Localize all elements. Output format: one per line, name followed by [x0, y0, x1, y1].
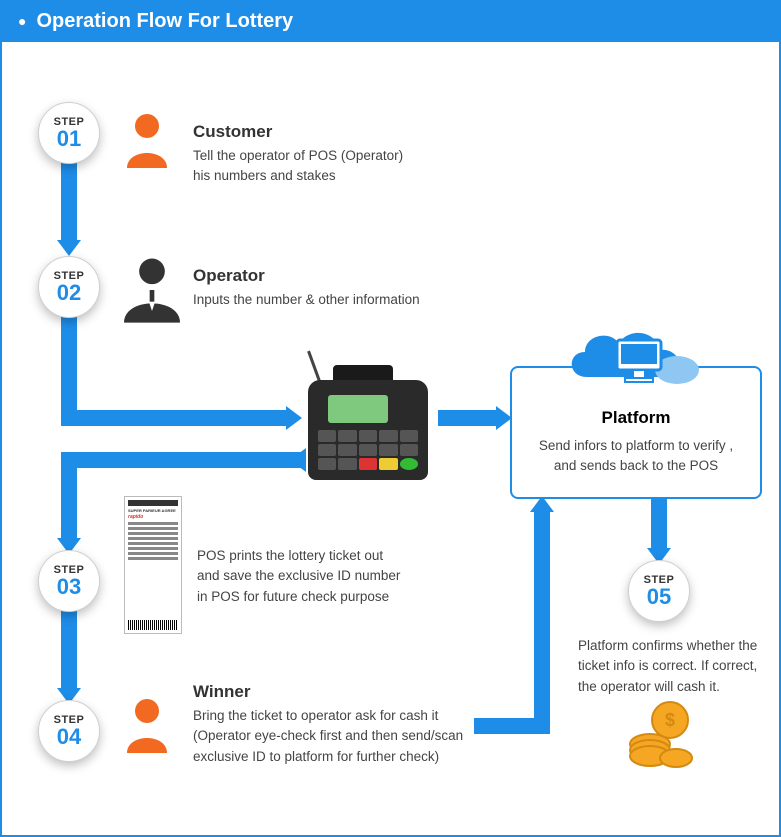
step5-block: Platform confirms whether the ticket inf… — [578, 636, 778, 697]
step-number: 05 — [647, 586, 671, 608]
step-number: 03 — [57, 576, 81, 598]
operator-title: Operator — [193, 266, 420, 286]
ticket-header: SUPER PARIEUR AGREE — [128, 508, 178, 513]
winner-block: Winner Bring the ticket to operator ask … — [193, 682, 463, 767]
operator-desc: Inputs the number & other information — [193, 290, 420, 310]
arrow-pos-platform — [438, 410, 496, 426]
lottery-ticket-icon: SUPER PARIEUR AGREE rapido — [124, 496, 182, 634]
step-circle-03: STEP 03 — [38, 550, 100, 612]
step-number: 02 — [57, 282, 81, 304]
header-bullet: ● — [18, 13, 26, 29]
arrow-pos-s3-v — [61, 452, 77, 538]
svg-text:$: $ — [665, 710, 675, 730]
step-circle-04: STEP 04 — [38, 700, 100, 762]
customer-desc: Tell the operator of POS (Operator) his … — [193, 146, 403, 187]
ticket-brand: rapido — [128, 514, 178, 520]
arrow-s2-pos-h — [61, 410, 286, 426]
winner-title: Winner — [193, 682, 463, 702]
pos-terminal-icon — [298, 360, 438, 490]
step-number: 04 — [57, 726, 81, 748]
step-circle-05: STEP 05 — [628, 560, 690, 622]
platform-desc: Send infors to platform to verify , and … — [532, 436, 740, 477]
operator-block: Operator Inputs the number & other infor… — [193, 266, 420, 310]
step3-desc: POS prints the lottery ticket out and sa… — [197, 546, 400, 607]
operator-person-icon — [117, 255, 187, 325]
step-number: 01 — [57, 128, 81, 150]
cloud-monitor-icon — [557, 322, 707, 405]
customer-block: Customer Tell the operator of POS (Opera… — [193, 122, 403, 187]
arrow-s1-s2 — [61, 162, 77, 240]
arrow-s4-plat-v — [534, 512, 550, 734]
header-bar: ● Operation Flow For Lottery — [0, 0, 781, 42]
step5-desc: Platform confirms whether the ticket inf… — [578, 636, 778, 697]
header-title: Operation Flow For Lottery — [36, 10, 293, 33]
arrow-s3-s4 — [61, 610, 77, 688]
arrow-head-icon — [57, 240, 81, 256]
arrow-plat-s5 — [651, 496, 667, 548]
winner-desc: Bring the ticket to operator ask for cas… — [193, 706, 463, 767]
platform-title: Platform — [532, 408, 740, 428]
customer-title: Customer — [193, 122, 403, 142]
coins-icon: $ — [620, 700, 700, 779]
step-circle-01: STEP 01 — [38, 102, 100, 164]
diagram-container: ● Operation Flow For Lottery STEP 01 STE… — [0, 0, 781, 837]
step-circle-02: STEP 02 — [38, 256, 100, 318]
arrow-pos-s3-h — [61, 452, 306, 468]
customer-person-icon — [117, 110, 177, 170]
step3-block: POS prints the lottery ticket out and sa… — [197, 546, 400, 607]
winner-person-icon — [117, 695, 177, 755]
